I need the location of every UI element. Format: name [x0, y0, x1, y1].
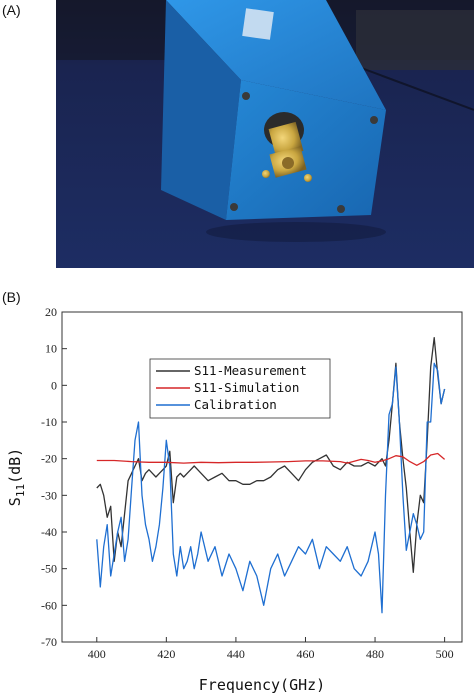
x-tick-label: 480: [366, 647, 384, 661]
x-axis-title: Frequency(GHz): [199, 676, 325, 694]
connector-pin: [304, 174, 312, 182]
background-object: [356, 10, 474, 70]
photo-rf-enclosure: [56, 0, 474, 268]
series-line-s11-simulation: [96, 452, 446, 466]
screw-icon: [242, 92, 250, 100]
enclosure-front: [226, 80, 386, 220]
axes: 400 420 440 460 480 500 20 10 0 -10 -20 -30 -40 -50 -6…: [41, 305, 463, 661]
y-tick-label: 20: [45, 305, 57, 319]
x-tick-label: 420: [157, 647, 175, 661]
axis-labels: Frequency(GHz) S11(dB): [6, 448, 325, 694]
screw-icon: [370, 116, 378, 124]
x-tick-label: 500: [436, 647, 454, 661]
y-tick-label: 10: [45, 342, 57, 356]
sma-center-pin: [282, 157, 294, 169]
x-tick-label: 440: [227, 647, 245, 661]
y-axis-title: S11(dB): [6, 448, 27, 506]
connector-pin: [262, 170, 270, 178]
y-tick-label: -70: [41, 635, 57, 649]
enclosure-label: [242, 8, 274, 40]
y-tick-label: 0: [51, 378, 57, 392]
enclosure-shadow: [206, 222, 386, 242]
legend: S11-Measurement S11-Simulation Calibration: [149, 358, 331, 419]
enclosure-side: [161, 0, 241, 220]
panel-b-label: (B): [2, 289, 21, 305]
y-tick-label: -10: [41, 415, 57, 429]
x-tick-label: 460: [296, 647, 314, 661]
y-tick-label: -40: [41, 525, 57, 539]
y-tick-label: -30: [41, 488, 57, 502]
series-lines: [96, 337, 446, 614]
plot-frame: [61, 311, 463, 643]
y-tick-label: -60: [41, 598, 57, 612]
panel-a-label: (A): [2, 2, 21, 18]
legend-label: S11-Simulation: [194, 380, 299, 395]
screw-icon: [337, 205, 345, 213]
series-line-calibration: [96, 362, 446, 614]
screw-icon: [230, 203, 238, 211]
y-tick-label: -20: [41, 452, 57, 466]
enclosure-top: [166, 0, 386, 110]
legend-label: Calibration: [194, 397, 277, 412]
legend-label: S11-Measurement: [194, 363, 307, 378]
x-tick-label: 400: [88, 647, 106, 661]
s11-chart: 400 420 440 460 480 500 20 10 0 -10 -20 -30 -40 -50 -6…: [6, 305, 463, 694]
y-tick-label: -50: [41, 562, 57, 576]
